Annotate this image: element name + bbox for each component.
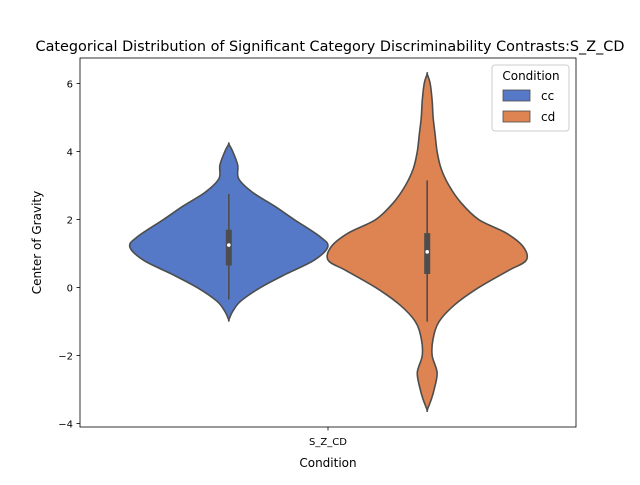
x-axis-label: Condition — [299, 456, 356, 470]
y-tick-label: 2 — [67, 216, 73, 227]
legend-swatch-cc — [502, 89, 531, 102]
x-axis: S_Z_CD — [309, 427, 347, 448]
legend-swatch-cd — [502, 110, 531, 123]
y-tick-label: −2 — [58, 352, 73, 363]
x-tick-label: S_Z_CD — [309, 437, 347, 448]
legend-label-cc: cc — [541, 89, 554, 103]
plot-area — [128, 71, 529, 413]
legend-label-cd: cd — [541, 110, 555, 124]
legend-title: Condition — [502, 69, 559, 83]
median-cd — [425, 250, 430, 254]
iqr-box-cc — [225, 229, 232, 266]
y-tick-label: 0 — [67, 284, 73, 295]
chart-title: Categorical Distribution of Significant … — [36, 39, 625, 55]
y-axis-label: Center of Gravity — [30, 191, 44, 294]
y-axis: −4 −2 0 2 4 6 — [58, 80, 80, 431]
legend-entries: cc cd — [502, 89, 555, 124]
y-tick-label: −4 — [58, 420, 73, 431]
y-tick-label: 4 — [67, 148, 73, 159]
median-cc — [227, 243, 231, 247]
legend: Condition cc cd — [491, 64, 570, 132]
y-tick-label: 6 — [67, 80, 73, 91]
